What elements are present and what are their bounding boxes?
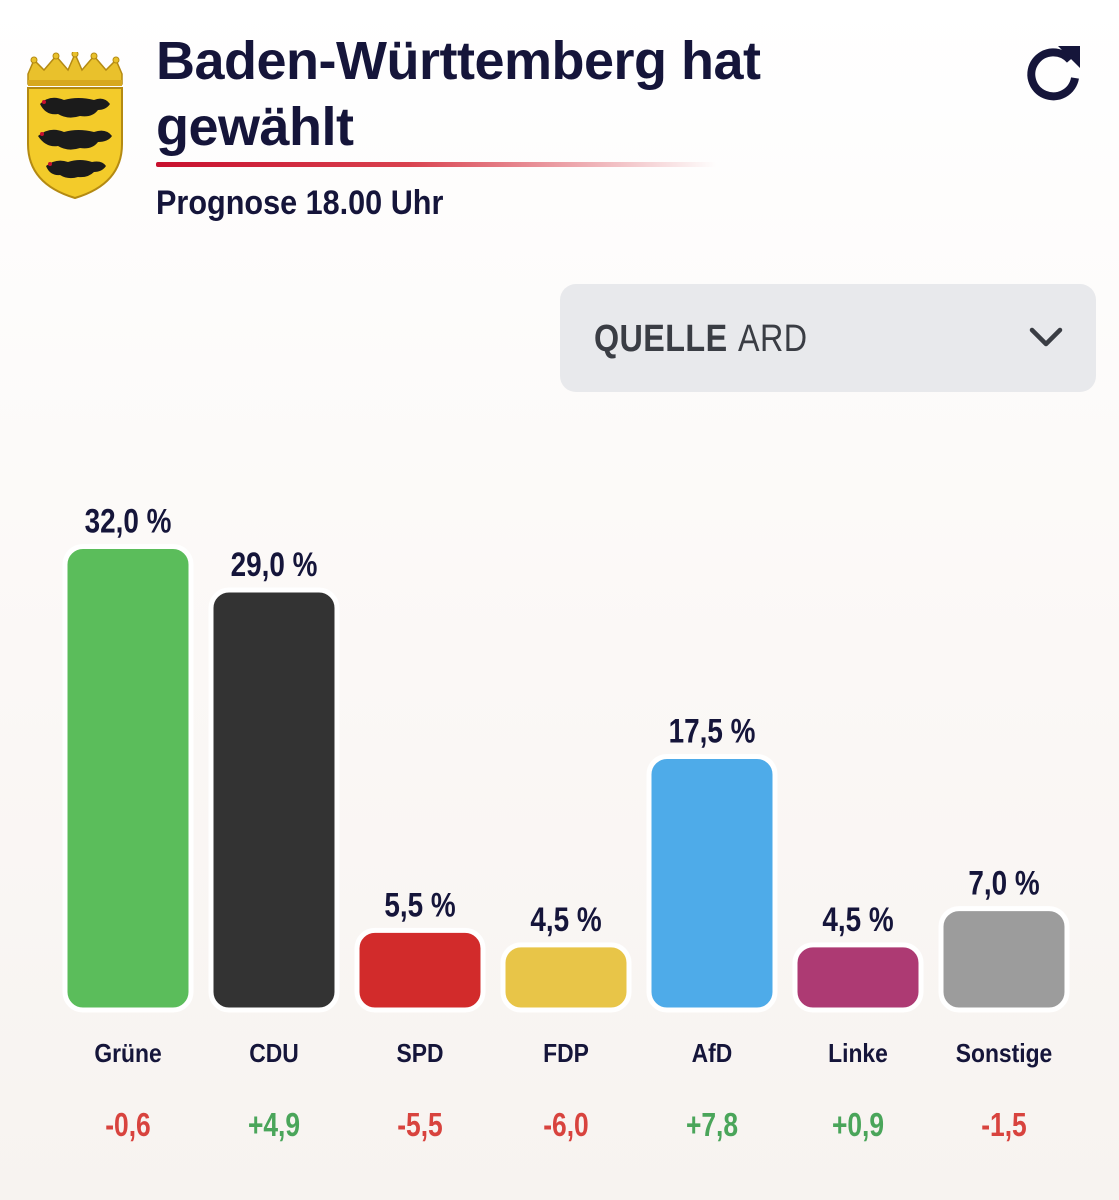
bar-afd bbox=[646, 754, 778, 1013]
category-label: Linke bbox=[828, 1040, 888, 1069]
title-underline bbox=[156, 162, 716, 167]
change-label: -0,6 bbox=[105, 1107, 150, 1143]
page-title: Baden-Württemberg hat gewählt bbox=[156, 31, 761, 157]
source-value: ARD bbox=[738, 318, 808, 360]
change-label: +0,9 bbox=[832, 1107, 884, 1143]
category-label: AfD bbox=[692, 1040, 733, 1069]
change-label: -1,5 bbox=[981, 1107, 1026, 1143]
change-label: -5,5 bbox=[397, 1107, 442, 1143]
page-subtitle: Prognose 18.00 Uhr bbox=[156, 184, 444, 222]
chevron-down-icon bbox=[1029, 327, 1063, 347]
refresh-icon[interactable] bbox=[1018, 38, 1088, 108]
bar-grüne bbox=[62, 543, 194, 1013]
category-label: SPD bbox=[396, 1040, 443, 1069]
value-label: 17,5 % bbox=[669, 712, 756, 750]
bar-cdu bbox=[208, 587, 340, 1013]
change-label: -6,0 bbox=[543, 1107, 588, 1143]
value-label: 7,0 % bbox=[968, 864, 1039, 902]
category-label: CDU bbox=[249, 1040, 299, 1069]
bar-linke bbox=[792, 942, 924, 1013]
source-dropdown[interactable]: QUELLE ARD bbox=[560, 284, 1096, 392]
category-label: Grüne bbox=[94, 1040, 161, 1069]
source-label: QUELLE bbox=[594, 318, 728, 360]
value-label: 29,0 % bbox=[231, 545, 318, 583]
change-label: +7,8 bbox=[686, 1107, 738, 1143]
bar-chart: 32,0 % Grüne -0,6 29,0 % CDU +4,9 5,5 % SPD -5,5… bbox=[62, 502, 1070, 1144]
category-label: Sonstige bbox=[956, 1040, 1053, 1069]
bar-spd bbox=[354, 927, 486, 1013]
change-label: +4,9 bbox=[248, 1107, 300, 1143]
value-label: 4,5 % bbox=[822, 900, 893, 938]
category-label: FDP bbox=[543, 1040, 589, 1069]
value-label: 4,5 % bbox=[530, 900, 601, 938]
coat-of-arms-icon bbox=[27, 52, 123, 200]
bar-fdp bbox=[500, 942, 632, 1013]
bar-sonstige bbox=[938, 906, 1070, 1013]
value-label: 5,5 % bbox=[384, 886, 455, 924]
value-label: 32,0 % bbox=[85, 502, 172, 540]
